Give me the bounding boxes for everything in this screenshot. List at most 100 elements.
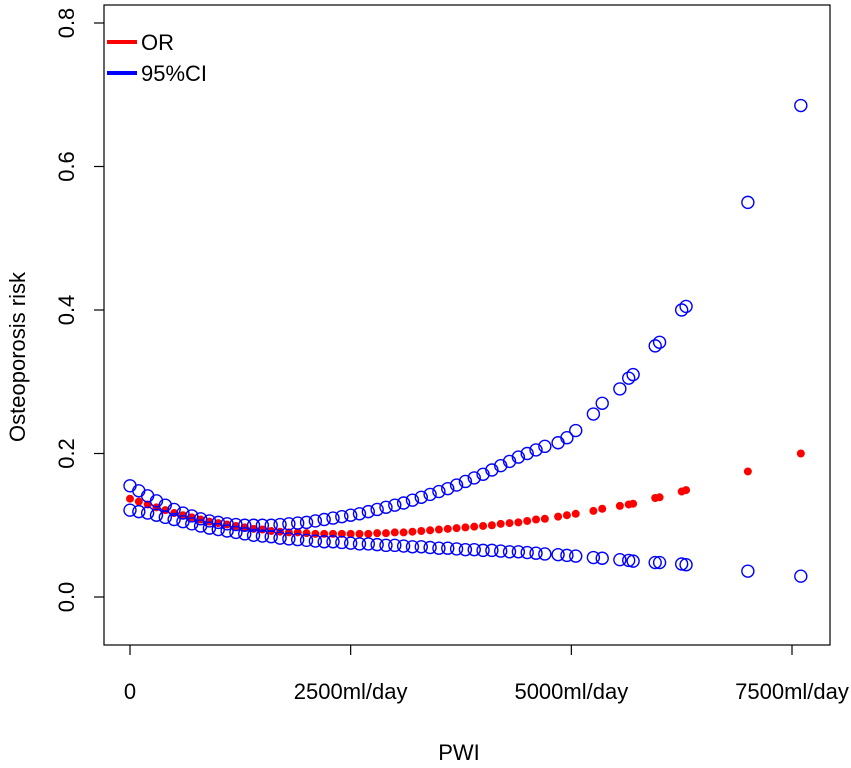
x-tick-label: 0 — [124, 679, 136, 704]
x-tick-label: 2500ml/day — [294, 679, 408, 704]
ci-point — [441, 541, 455, 555]
ci-point — [308, 534, 323, 548]
or-point — [417, 526, 426, 535]
or-point — [408, 527, 417, 536]
ci-point — [326, 511, 340, 525]
or-point — [143, 500, 152, 509]
ci-point — [458, 542, 473, 557]
ci-point — [652, 335, 667, 349]
ci-point — [123, 503, 137, 517]
ci-point — [308, 514, 323, 528]
ci-point — [485, 463, 499, 477]
ci-point — [467, 542, 481, 557]
or-point — [523, 516, 532, 525]
ci-point — [652, 555, 667, 570]
ci-point — [388, 498, 402, 512]
ci-point — [317, 535, 331, 549]
ci-point — [458, 474, 473, 489]
ci-point — [794, 569, 808, 583]
ci-point — [586, 407, 601, 421]
ci-point — [176, 514, 190, 529]
or-point — [532, 515, 541, 524]
ci-point — [361, 537, 376, 551]
ci-point — [679, 299, 693, 314]
ci-point — [538, 439, 552, 454]
y-tick-label: 0.4 — [54, 295, 79, 326]
ci-point — [441, 481, 455, 496]
or-point — [381, 529, 390, 538]
ci-point — [679, 558, 693, 572]
ci-point — [423, 540, 437, 555]
ci-point — [229, 517, 243, 532]
ci-point — [538, 547, 552, 561]
ci-point — [343, 536, 358, 550]
x-tick-label: 5000ml/day — [514, 679, 628, 704]
ci-point — [626, 554, 640, 568]
ci-point — [185, 517, 199, 531]
or-point — [426, 526, 435, 535]
ci-point — [551, 547, 565, 562]
or-point — [443, 524, 452, 533]
ci-point — [158, 510, 173, 525]
ci-point — [529, 546, 543, 560]
ci-point — [317, 512, 331, 527]
ci-point — [264, 530, 278, 544]
ci-point — [520, 446, 534, 461]
ci-point — [282, 532, 296, 546]
or-point — [479, 521, 488, 530]
ci-point — [560, 431, 574, 445]
ci-point — [494, 544, 508, 558]
ci-point — [326, 535, 340, 549]
ci-point — [335, 509, 349, 524]
ci-point — [626, 367, 640, 382]
ci-point — [220, 524, 234, 538]
or-point — [134, 497, 143, 506]
ci-point — [291, 532, 305, 547]
ci-point — [405, 540, 420, 554]
or-point — [629, 499, 638, 508]
ci-point — [467, 471, 481, 485]
or-point — [355, 529, 364, 538]
ci-point — [299, 515, 314, 530]
ci-point — [511, 450, 526, 464]
ci-point — [246, 528, 261, 542]
ci-point — [414, 490, 428, 504]
ci-point — [282, 517, 296, 531]
or-point — [796, 449, 805, 458]
or-point — [311, 529, 320, 538]
y-tick-label: 0.6 — [54, 151, 79, 182]
or-point — [505, 519, 514, 528]
or-point — [302, 529, 311, 538]
ci-point — [560, 548, 574, 563]
or-point — [373, 529, 382, 538]
ci-point — [193, 519, 208, 533]
ci-point — [388, 538, 402, 553]
ci-point — [648, 555, 662, 570]
ci-point — [476, 543, 490, 558]
ci-point — [476, 467, 490, 482]
ci-point — [432, 484, 446, 499]
ci-point — [502, 545, 517, 559]
or-point — [743, 467, 752, 476]
or-point — [346, 529, 355, 538]
y-axis-title: Osteoporosis risk — [5, 271, 30, 442]
ci-point — [167, 502, 181, 517]
ci-point — [396, 496, 411, 510]
ci-point — [674, 557, 689, 571]
or-point — [562, 511, 571, 520]
or-point — [540, 514, 549, 523]
ci-point — [396, 539, 411, 553]
ci-point — [595, 396, 609, 410]
ci-point — [132, 504, 146, 519]
ci-point — [502, 454, 517, 469]
ci-point — [379, 500, 393, 515]
ci-point — [167, 512, 181, 527]
ci-point — [176, 506, 190, 520]
or-point — [337, 529, 346, 538]
x-axis: 0 2500ml/day 5000ml/day 7500ml/day — [124, 645, 849, 704]
ci-point — [255, 529, 270, 543]
ci-point — [494, 458, 508, 473]
or-point — [496, 519, 505, 528]
ci-point — [586, 550, 601, 565]
